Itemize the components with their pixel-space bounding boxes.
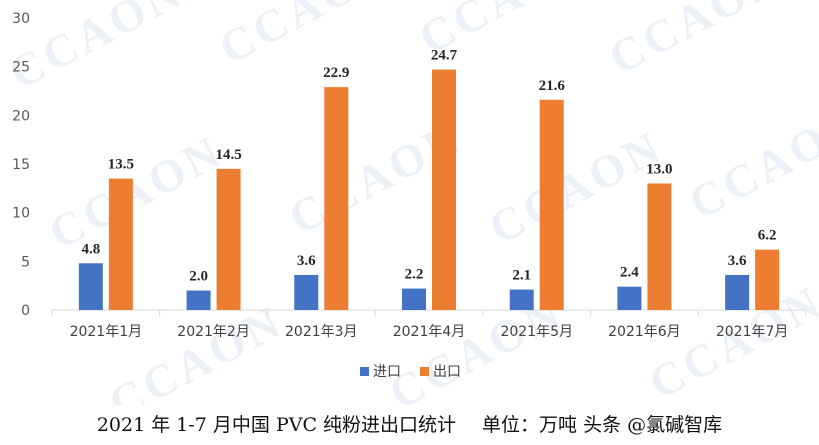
data-label-export: 22.9 [323,65,349,81]
bar-import [186,290,211,310]
y-tick-label: 5 [21,254,30,270]
y-tick-label: 20 [12,108,30,124]
watermark-text: CCAON [681,95,819,229]
caption-source: 头条 @氯碱智库 [583,413,723,436]
bar-export [755,249,780,310]
legend: 进口 出口 [360,364,461,380]
y-tick-label: 15 [12,157,30,173]
data-label-import: 4.8 [81,241,100,257]
bar-import [402,288,426,310]
y-tick-label: 25 [12,60,30,76]
watermark-text: CCAON [601,0,792,84]
data-label-export: 13.0 [646,161,672,177]
watermark-text: CCAON [481,120,672,254]
bar-import [509,289,534,310]
watermark-text: CCAON [211,0,402,74]
bar-import [78,263,103,310]
category-dividers [51,310,807,316]
data-label-export: 21.6 [539,78,566,94]
data-labels: 4.8 13.5 2.0 14.5 3.6 22.9 2.2 24.7 2.1 21.6 2.4 13… [81,48,776,285]
y-tick-label: 30 [12,11,30,27]
data-label-export: 24.7 [431,48,458,64]
x-tick-label: 2021年5月 [500,324,573,340]
y-axis: 0 5 10 15 20 25 30 [12,11,30,319]
bar-import [725,274,750,310]
x-tick-label: 2021年3月 [285,324,358,340]
data-label-export: 13.5 [108,157,134,173]
x-tick-label: 2021年1月 [70,324,143,340]
bar-export [216,168,241,310]
x-tick-label: 2021年2月 [177,324,250,340]
y-tick-label: 0 [21,303,30,319]
data-label-import: 2.4 [620,265,639,281]
legend-swatch-export [420,367,429,376]
bar-import [294,274,319,310]
data-label-import: 2.2 [405,267,424,283]
x-tick-label: 2021年6月 [608,324,681,340]
legend-label-import: 进口 [373,364,401,380]
x-axis: 2021年1月 2021年2月 2021年3月 2021年4月 2021年5月 2021年… [70,324,789,340]
x-tick-label: 2021年7月 [716,324,789,340]
caption: 2021 年 1-7 月中国 PVC 纯粉进出口统计 单位：万吨 头条 @氯碱智… [0,404,819,442]
bar-import [617,286,642,310]
data-label-export: 14.5 [215,147,241,163]
caption-unit-source: 单位：万吨 头条 @氯碱智库 [482,410,722,437]
data-label-export: 6.2 [758,228,777,244]
legend-swatch-import [360,367,369,376]
watermark-text: CCAON [41,125,232,259]
bar-export [539,99,564,310]
data-label-import: 3.6 [297,253,316,269]
data-label-import: 2.1 [512,268,531,284]
y-tick-label: 10 [12,206,30,222]
watermark-text: CCAON [101,295,292,405]
bar-export [108,178,133,310]
caption-unit: 单位：万吨 [482,413,578,436]
data-label-import: 2.0 [189,269,208,285]
bars [78,69,780,311]
bar-export [324,87,349,311]
bar-export [432,69,456,310]
x-tick-label: 2021年4月 [393,324,466,340]
data-label-import: 3.6 [728,253,747,269]
bar-export [647,183,672,310]
caption-title: 2021 年 1-7 月中国 PVC 纯粉进出口统计 [96,413,457,436]
legend-label-export: 出口 [433,364,461,380]
